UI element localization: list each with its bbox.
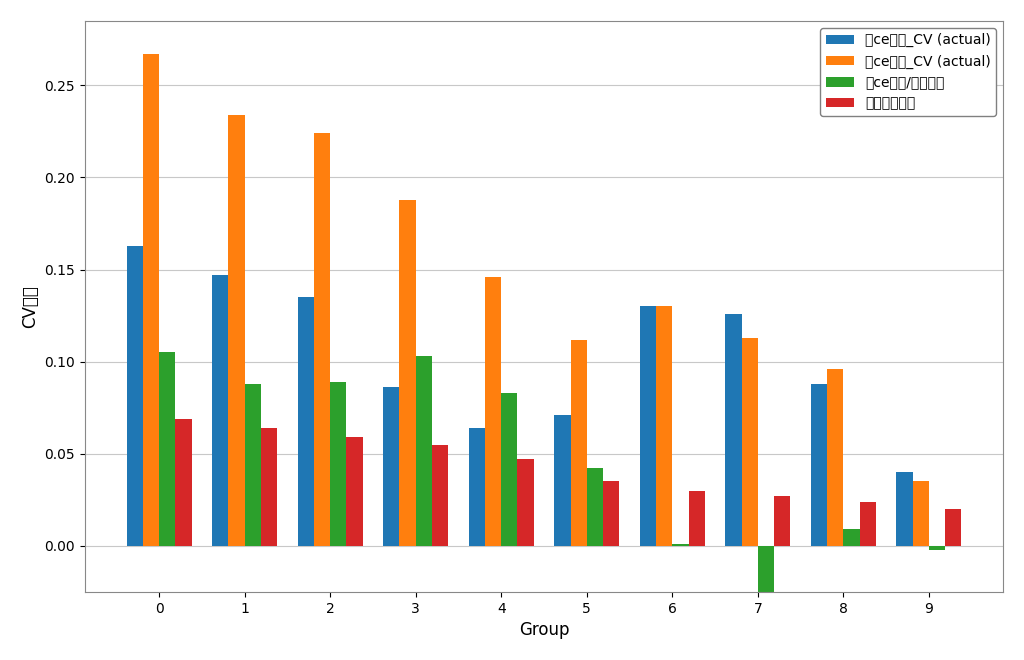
Bar <box>656 306 673 546</box>
Bar <box>827 369 844 546</box>
Bar <box>640 306 656 546</box>
Bar <box>314 133 330 546</box>
Bar <box>945 509 962 546</box>
Bar <box>688 490 705 546</box>
Bar <box>929 546 945 550</box>
Bar <box>896 472 912 546</box>
Bar <box>844 529 859 546</box>
Bar <box>261 428 278 546</box>
Bar <box>811 383 827 546</box>
Bar <box>774 496 791 546</box>
Bar <box>570 339 587 546</box>
X-axis label: Group: Group <box>519 621 569 639</box>
Bar <box>245 383 261 546</box>
Bar <box>517 459 534 546</box>
Bar <box>298 297 314 546</box>
Bar <box>228 115 245 546</box>
Bar <box>603 481 620 546</box>
Bar <box>554 415 570 546</box>
Bar <box>399 199 416 546</box>
Bar <box>758 546 774 607</box>
Bar <box>741 338 758 546</box>
Bar <box>587 469 603 546</box>
Bar <box>330 382 346 546</box>
Bar <box>725 314 741 546</box>
Bar <box>485 277 501 546</box>
Bar <box>383 387 399 546</box>
Bar <box>143 54 159 546</box>
Bar <box>159 352 175 546</box>
Bar <box>501 393 517 546</box>
Bar <box>859 502 876 546</box>
Bar <box>127 246 143 546</box>
Legend: 施ceなし_CV (actual), 施ceあり_CV (actual), 施ceあり/なしの差, アップリフト: 施ceなし_CV (actual), 施ceあり_CV (actual), 施c… <box>820 28 996 116</box>
Bar <box>416 356 432 546</box>
Bar <box>432 445 449 546</box>
Bar <box>469 428 485 546</box>
Bar <box>346 437 362 546</box>
Y-axis label: CV確率: CV確率 <box>20 285 39 328</box>
Bar <box>673 544 688 546</box>
Bar <box>912 481 929 546</box>
Bar <box>212 275 228 546</box>
Bar <box>175 418 191 546</box>
